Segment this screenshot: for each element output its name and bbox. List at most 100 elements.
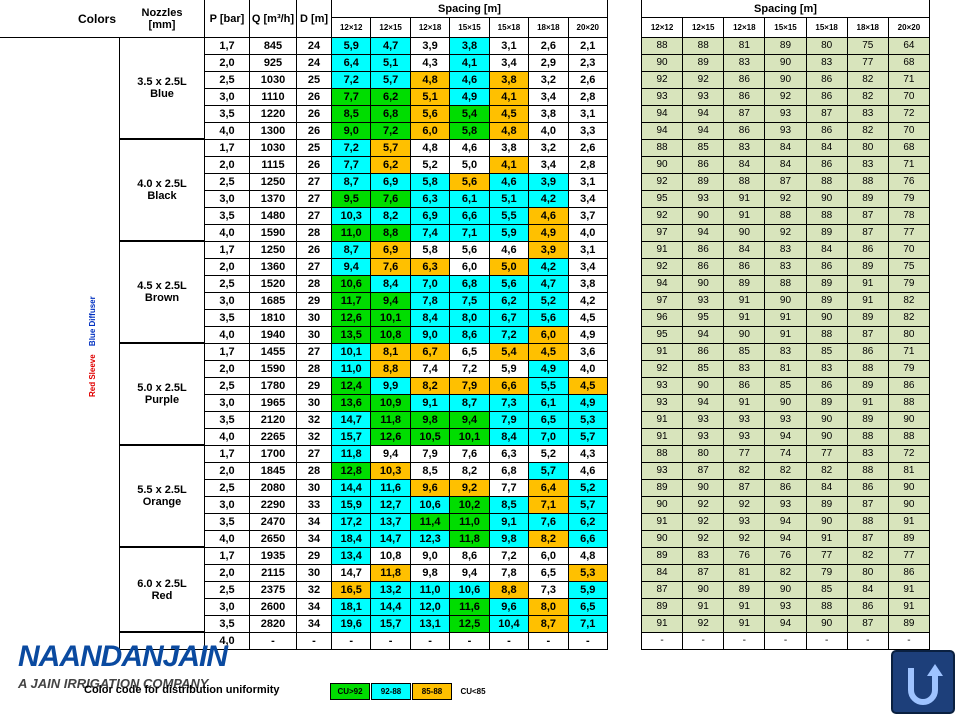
- spacing-cell: 4,0: [529, 123, 569, 140]
- spacing-cell: 5,6: [529, 310, 569, 327]
- spacing-cell: 5,9: [568, 582, 608, 599]
- cu-cell: 93: [642, 395, 684, 412]
- side-labels: Red Sleeve Blue Diffuser: [88, 287, 102, 397]
- spacing-cell: 6,5: [529, 412, 569, 429]
- p-cell: 1,7: [205, 446, 250, 463]
- spacing-cell: 6,0: [529, 327, 569, 344]
- cu-cell: 89: [847, 310, 889, 327]
- p-cell: 2,5: [205, 72, 250, 89]
- spacing-cell: 8,4: [371, 276, 411, 293]
- cu-cell: 88: [847, 429, 889, 446]
- spacing-cell: 4,9: [450, 89, 490, 106]
- cu-cell: 94: [683, 225, 725, 242]
- cu-cell: 87: [847, 208, 889, 225]
- spacing-cell: -: [529, 633, 569, 650]
- q-cell: 1845: [250, 463, 297, 480]
- spacing-cell: 14,4: [371, 599, 411, 616]
- q-cell: 1370: [250, 191, 297, 208]
- cu-cell: 90: [683, 582, 725, 599]
- gap-cell: [608, 565, 642, 582]
- cu-cell: 95: [642, 327, 684, 344]
- cu-cell: 82: [847, 123, 889, 140]
- nozzle-color: Brown: [144, 292, 180, 304]
- nozzle-color: Purple: [144, 394, 180, 406]
- nozzle-group: 6.0 x 2.5L Red: [120, 548, 205, 633]
- cu-cell: 90: [888, 412, 930, 429]
- q-cell: 1360: [250, 259, 297, 276]
- q-cell: 1480: [250, 208, 297, 225]
- spacing-cell: 10,6: [410, 497, 451, 514]
- spacing-cell: -: [450, 633, 490, 650]
- cu-cell: 84: [765, 140, 807, 157]
- spacing-cell: 11,6: [450, 599, 490, 616]
- cu-cell: 85: [765, 378, 807, 395]
- cu-cell: 93: [642, 89, 684, 106]
- cu-cell: 88: [765, 276, 807, 293]
- spacing-cell: 6,3: [410, 191, 451, 208]
- cu-cell: 86: [806, 378, 848, 395]
- gap-cell: [608, 599, 642, 616]
- spacing-cell: 7,7: [489, 480, 530, 497]
- spacing-cell: 6,0: [529, 548, 569, 565]
- cu-cell: 92: [724, 497, 766, 514]
- p-cell: 2,0: [205, 259, 250, 276]
- cu-cell: 89: [806, 293, 848, 310]
- spacing-cell: 11,8: [371, 565, 411, 582]
- spacing-cell: 3,8: [529, 106, 569, 123]
- cu-cell: 88: [847, 174, 889, 191]
- spacing-cell: 8,2: [371, 208, 411, 225]
- cu-cell: 91: [642, 412, 684, 429]
- cu-cell: 90: [724, 225, 766, 242]
- gap-cell: [608, 72, 642, 89]
- spacing-cell: 8,7: [332, 174, 372, 191]
- cu-cell: 79: [888, 191, 930, 208]
- cu-cell: 75: [888, 259, 930, 276]
- spacing-cell: 7,1: [529, 497, 569, 514]
- q-cell: 2375: [250, 582, 297, 599]
- cu-cell: -: [642, 633, 684, 650]
- p-cell: 2,0: [205, 565, 250, 582]
- spacing-cell: 4,8: [568, 548, 608, 565]
- nozzle-nozzle: 5.5 x 2.5L: [137, 484, 187, 496]
- spacing-cell: 16,5: [332, 582, 372, 599]
- cu-cell: 92: [765, 225, 807, 242]
- spacing-cell: 14,4: [332, 480, 372, 497]
- back-button[interactable]: [891, 650, 955, 714]
- spacing-cell: 4,5: [568, 310, 608, 327]
- spacing-cell: 13,5: [332, 327, 372, 344]
- nozzle-group: 3.5 x 2.5L Blue: [120, 38, 205, 140]
- cu-cell: 85: [806, 344, 848, 361]
- p-cell: 3,5: [205, 514, 250, 531]
- cu-cell: 83: [847, 106, 889, 123]
- spacing-cell: 5,7: [568, 429, 608, 446]
- cu-cell: 89: [724, 276, 766, 293]
- spacing-cell: 4,8: [410, 140, 451, 157]
- nozzle-nozzle: 4.0 x 2.5L: [137, 178, 187, 190]
- spacing-cell: 4,5: [489, 106, 530, 123]
- spacing-cell: 5,5: [529, 378, 569, 395]
- spacing-cell: 7,2: [332, 72, 372, 89]
- spacing-cell: 15,7: [332, 429, 372, 446]
- cu-cell: 82: [806, 463, 848, 480]
- cu-cell: 93: [642, 378, 684, 395]
- gap-cell: [608, 293, 642, 310]
- cu-cell: 82: [847, 72, 889, 89]
- cu-cell: 70: [888, 123, 930, 140]
- q-cell: 2470: [250, 514, 297, 531]
- spacing-cell: 9,4: [450, 412, 490, 429]
- spacing-cell: 6,5: [529, 565, 569, 582]
- cu-cell: 79: [888, 276, 930, 293]
- nozzle-group: 4.5 x 2.5L Brown: [120, 242, 205, 344]
- d-cell: 25: [297, 72, 332, 89]
- cu-cell: 92: [642, 72, 684, 89]
- p-cell: 1,7: [205, 242, 250, 259]
- d-cell: 27: [297, 174, 332, 191]
- spacing-cell: 5,6: [410, 106, 451, 123]
- spacing-label: 20×20: [888, 18, 930, 38]
- cu-cell: 91: [724, 599, 766, 616]
- spacing-cell: 6,2: [568, 514, 608, 531]
- legend: CU>92 92-88 85-88 CU<85: [330, 683, 494, 700]
- spacing-cell: 7,9: [410, 446, 451, 463]
- cu-cell: 92: [765, 89, 807, 106]
- cu-cell: 64: [888, 38, 930, 55]
